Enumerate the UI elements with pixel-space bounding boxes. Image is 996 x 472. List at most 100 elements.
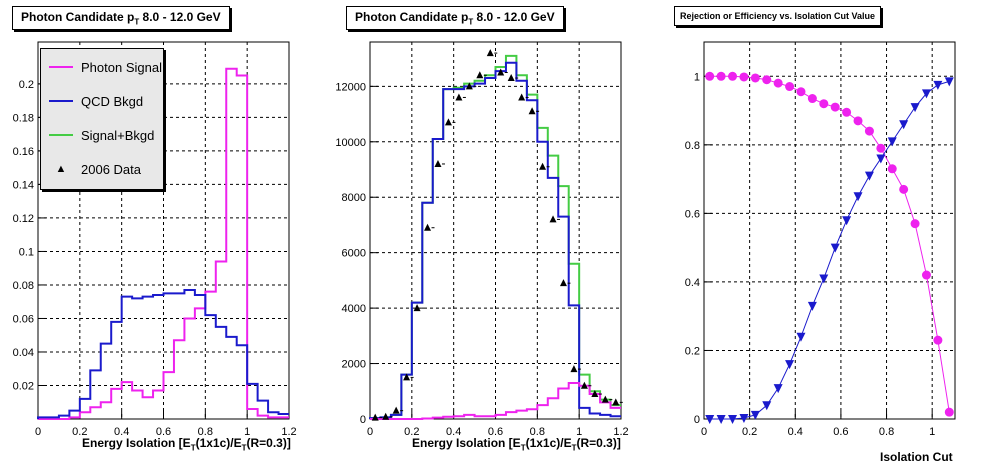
legend-label: Photon Signal bbox=[81, 59, 162, 75]
chart-title: Rejection or Efficiency vs. Isolation Cu… bbox=[674, 6, 882, 26]
chart-plot: 0 0.2 0.4 0.6 0.8 1 1.2 2000 4000 6000 8000 10000 12… bbox=[335, 41, 629, 438]
rejection-marker bbox=[853, 116, 863, 126]
x-tick-label: 0.8 bbox=[198, 426, 213, 438]
x-tick-label: 0.6 bbox=[833, 426, 848, 438]
x-tick-label: 1 bbox=[576, 426, 582, 438]
rejection-marker bbox=[739, 72, 749, 82]
efficiency-marker bbox=[750, 410, 760, 420]
x-tick-label: 1.2 bbox=[281, 426, 296, 438]
y-tick-label: 0.6 bbox=[685, 208, 700, 220]
x-tick-label: 0.8 bbox=[879, 426, 894, 438]
y-tick-label: 0.02 bbox=[13, 380, 34, 392]
x-tick-label: 0.4 bbox=[114, 426, 129, 438]
panel-rejection-efficiency: Rejection or Efficiency vs. Isolation Cu… bbox=[666, 0, 996, 472]
y-tick-label: 0 bbox=[694, 414, 700, 426]
rejection-marker bbox=[773, 78, 783, 88]
y-tick-label: 0.4 bbox=[685, 277, 700, 289]
efficiency-marker bbox=[728, 415, 738, 424]
rejection-marker bbox=[716, 71, 726, 81]
y-tick-label: 12000 bbox=[335, 81, 366, 93]
data-point-2006 bbox=[612, 398, 620, 406]
y-tick-label-zero: 0 bbox=[360, 414, 366, 426]
efficiency-marker bbox=[807, 301, 817, 311]
efficiency-marker bbox=[910, 103, 920, 113]
legend-item-photon-signal: Photon Signal bbox=[49, 57, 162, 77]
y-tick-label: 0.1 bbox=[19, 246, 34, 258]
efficiency-marker bbox=[944, 77, 954, 87]
data-point-2006 bbox=[570, 365, 578, 373]
y-tick-label: 6000 bbox=[342, 248, 366, 260]
y-tick-label: 0.06 bbox=[13, 313, 34, 325]
rejection-marker bbox=[705, 71, 715, 81]
rejection-marker bbox=[750, 73, 760, 83]
series-line-qcd-bkgd bbox=[369, 61, 621, 420]
legend-swatch bbox=[49, 100, 73, 102]
data-point-2006 bbox=[559, 279, 567, 287]
rejection-marker bbox=[876, 143, 886, 153]
legend-label: 2006 Data bbox=[81, 161, 141, 177]
rejection-marker bbox=[864, 126, 874, 136]
x-tick-label: 0.6 bbox=[156, 426, 171, 438]
y-tick-label: 8000 bbox=[342, 192, 366, 204]
chart-plot: 0 0.2 0.4 0.6 0.8 1 0 0.2 0.4 0.6 0.8 1 bbox=[685, 41, 956, 438]
curve-0 bbox=[709, 75, 950, 413]
legend-item-qcd-bkgd: QCD Bkgd bbox=[49, 91, 143, 111]
rejection-marker bbox=[830, 102, 840, 112]
data-point-2006 bbox=[444, 118, 452, 126]
data-point-2006 bbox=[371, 413, 379, 421]
x-axis-label: Isolation Cut bbox=[880, 450, 953, 464]
efficiency-marker bbox=[830, 243, 840, 253]
data-point-2006 bbox=[392, 406, 400, 414]
y-tick-label: 2000 bbox=[342, 359, 366, 371]
curve-1 bbox=[709, 80, 950, 420]
efficiency-marker bbox=[876, 154, 886, 164]
rejection-marker bbox=[944, 407, 954, 417]
series-line-photon-signal bbox=[370, 381, 621, 420]
panel-signal-bkgd-normalized: Photon Candidate pT 8.0 - 12.0 GeV 0 0.2 0… bbox=[0, 0, 330, 472]
legend-label: Signal+Bkgd bbox=[81, 127, 155, 143]
data-point-2006 bbox=[591, 390, 599, 398]
x-tick-label: 1 bbox=[244, 426, 250, 438]
triangle-up-icon: ▲ bbox=[55, 163, 67, 175]
rejection-marker bbox=[899, 184, 909, 194]
rejection-marker bbox=[842, 107, 852, 117]
y-tick-label: 0.8 bbox=[685, 140, 700, 152]
efficiency-marker bbox=[773, 384, 783, 394]
x-tick-label: 0.4 bbox=[446, 426, 461, 438]
rejection-marker bbox=[796, 87, 806, 97]
data-point-2006 bbox=[518, 93, 526, 101]
data-point-2006 bbox=[580, 381, 588, 389]
data-point-2006 bbox=[424, 223, 432, 231]
y-tick-label: 0.18 bbox=[13, 112, 34, 124]
x-tick-label: 0 bbox=[367, 426, 373, 438]
efficiency-marker bbox=[796, 332, 806, 342]
data-point-2006 bbox=[601, 395, 609, 403]
rejection-marker bbox=[728, 71, 738, 81]
efficiency-marker bbox=[921, 89, 931, 99]
y-tick-label: 0.2 bbox=[685, 345, 700, 357]
data-point-2006 bbox=[528, 107, 536, 115]
chart-title: Photon Candidate pT 8.0 - 12.0 GeV bbox=[346, 6, 564, 31]
series-line-photon-signal bbox=[38, 67, 289, 420]
rejection-marker bbox=[910, 219, 920, 229]
data-point-2006 bbox=[497, 68, 505, 76]
data-point-2006 bbox=[486, 49, 494, 57]
data-point-2006 bbox=[539, 162, 547, 170]
y-tick-label: 0.08 bbox=[13, 280, 34, 292]
efficiency-marker bbox=[705, 415, 715, 424]
rejection-marker bbox=[921, 270, 931, 280]
data-point-2006 bbox=[413, 304, 421, 312]
y-tick-label: 4000 bbox=[342, 303, 366, 315]
legend: Photon Signal QCD Bkgd Signal+Bkgd ▲ 200… bbox=[40, 48, 164, 190]
data-point-2006 bbox=[434, 159, 442, 167]
data-point-2006 bbox=[476, 71, 484, 79]
rejection-marker bbox=[933, 335, 943, 345]
rejection-marker bbox=[807, 94, 817, 104]
series-line-qcd-bkgd bbox=[37, 288, 289, 419]
y-tick-label: 0.16 bbox=[13, 146, 34, 158]
efficiency-marker bbox=[716, 415, 726, 424]
y-tick-label: 0.12 bbox=[13, 213, 34, 225]
panel-signal-bkgd-counts: Photon Candidate pT 8.0 - 12.0 GeV 0 0.2 0… bbox=[330, 0, 666, 472]
efficiency-marker bbox=[887, 137, 897, 147]
efficiency-marker bbox=[864, 171, 874, 181]
